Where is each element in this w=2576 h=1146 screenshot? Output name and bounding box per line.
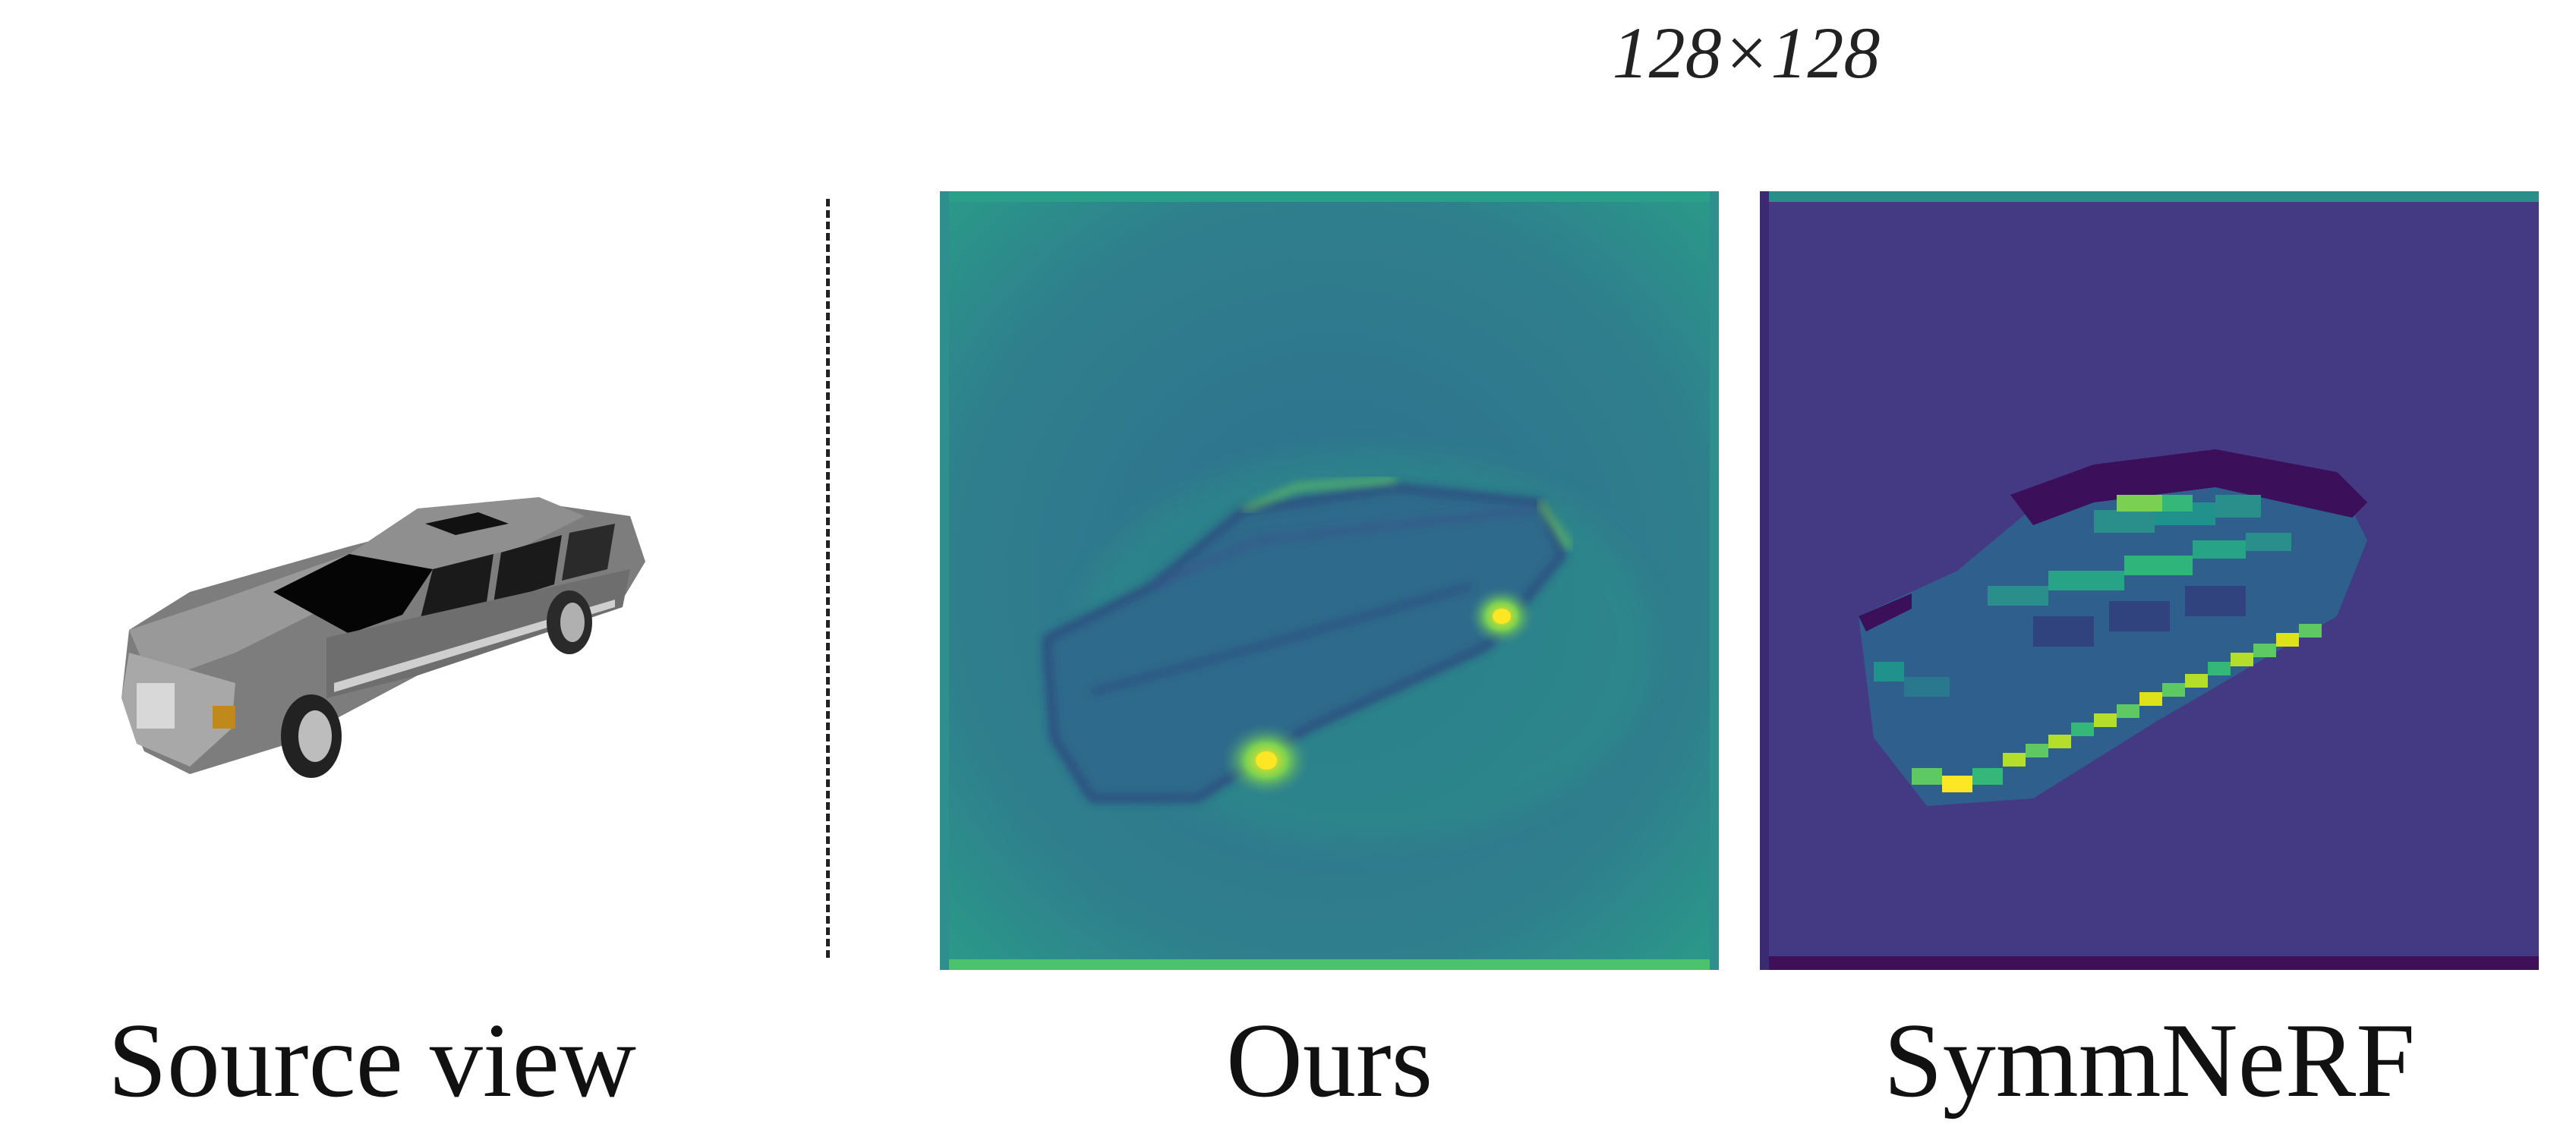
- caption-ours: Ours: [1225, 1002, 1433, 1119]
- caption-symmnerf: SymmNeRF: [1883, 1002, 2416, 1119]
- caption-source-view: Source view: [108, 1002, 636, 1119]
- symmnerf-heatmap: [1760, 191, 2539, 970]
- source-view-image: [99, 455, 661, 835]
- resolution-label: 128×128: [1612, 12, 1881, 93]
- dashed-divider: [826, 199, 830, 958]
- ours-heatmap: [940, 191, 1719, 970]
